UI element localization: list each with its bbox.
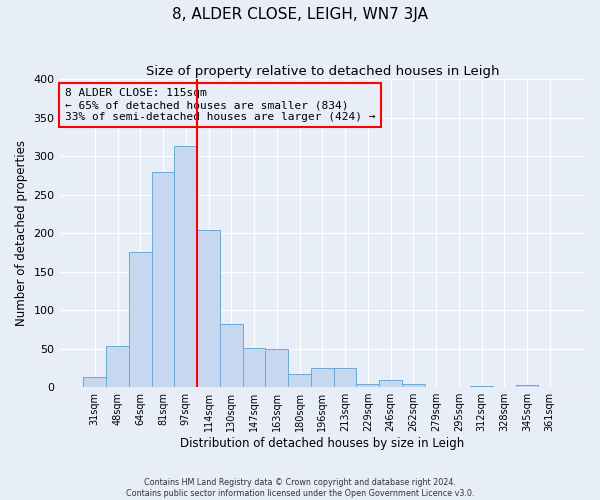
- Bar: [83, 377, 106, 387]
- Text: 8, ALDER CLOSE, LEIGH, WN7 3JA: 8, ALDER CLOSE, LEIGH, WN7 3JA: [172, 8, 428, 22]
- Bar: [106, 346, 129, 387]
- Bar: [220, 324, 242, 387]
- Bar: [152, 172, 175, 387]
- Bar: [356, 384, 379, 387]
- Bar: [288, 374, 311, 387]
- Bar: [402, 384, 425, 387]
- X-axis label: Distribution of detached houses by size in Leigh: Distribution of detached houses by size …: [180, 437, 464, 450]
- Text: Contains HM Land Registry data © Crown copyright and database right 2024.
Contai: Contains HM Land Registry data © Crown c…: [126, 478, 474, 498]
- Bar: [470, 386, 493, 387]
- Bar: [197, 230, 220, 387]
- Bar: [129, 252, 152, 387]
- Bar: [515, 385, 538, 387]
- Bar: [175, 146, 197, 387]
- Bar: [311, 368, 334, 387]
- Bar: [379, 380, 402, 387]
- Y-axis label: Number of detached properties: Number of detached properties: [15, 140, 28, 326]
- Text: 8 ALDER CLOSE: 115sqm
← 65% of detached houses are smaller (834)
33% of semi-det: 8 ALDER CLOSE: 115sqm ← 65% of detached …: [65, 88, 375, 122]
- Bar: [242, 348, 265, 387]
- Title: Size of property relative to detached houses in Leigh: Size of property relative to detached ho…: [146, 65, 499, 78]
- Bar: [265, 348, 288, 387]
- Bar: [334, 368, 356, 387]
